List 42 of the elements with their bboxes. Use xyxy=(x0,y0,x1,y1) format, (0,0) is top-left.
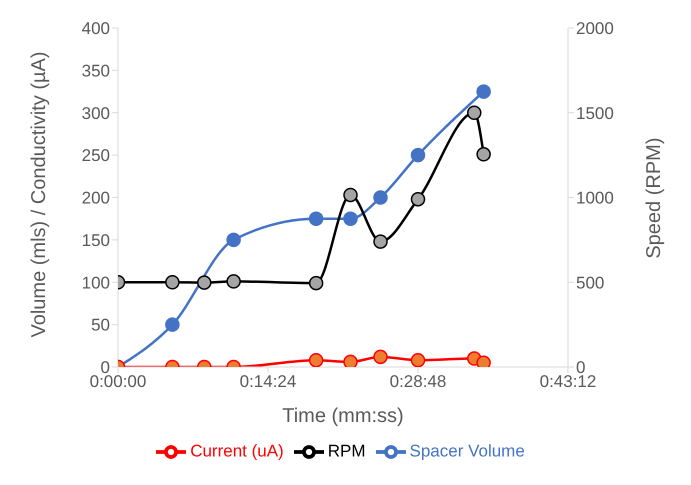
y-tick-label: 250 xyxy=(82,146,110,166)
point xyxy=(476,147,491,162)
y-tick-label: 50 xyxy=(91,316,110,335)
legend-label: RPM xyxy=(328,441,366,460)
y2-tick-label: 1000 xyxy=(576,188,614,208)
y-tick-label: 200 xyxy=(82,188,110,208)
point xyxy=(467,106,482,120)
legend-label: Spacer Volume xyxy=(410,441,525,460)
point xyxy=(165,275,180,290)
point xyxy=(410,192,426,206)
y-tick-label: 150 xyxy=(82,230,110,250)
point xyxy=(373,350,388,364)
point xyxy=(197,275,212,290)
point xyxy=(373,234,388,249)
point xyxy=(343,354,358,367)
y2-axis-title: Speed (RPM) xyxy=(643,138,666,259)
point xyxy=(308,211,324,226)
point xyxy=(343,188,358,202)
y-tick-label: 300 xyxy=(82,104,110,123)
y-axis-title: Volume (mls) / Conductivity (µA) xyxy=(28,51,50,338)
point xyxy=(165,317,180,332)
y-tick-label: 350 xyxy=(82,61,110,80)
y2-tick-label: 1500 xyxy=(576,104,614,123)
point xyxy=(226,274,241,289)
y2-tick-label: 2000 xyxy=(576,19,614,38)
point xyxy=(373,190,388,205)
point xyxy=(410,148,426,162)
x-tick-label: 0:14:24 xyxy=(240,372,296,392)
point xyxy=(308,276,324,290)
x-tick-label: 0:43:12 xyxy=(540,372,596,392)
point xyxy=(343,211,358,226)
y-tick-label: 100 xyxy=(82,273,110,292)
point xyxy=(226,232,241,248)
point xyxy=(410,352,426,367)
point xyxy=(476,84,491,99)
y-tick-label: 400 xyxy=(82,19,110,38)
x-tick-label: 0:00:00 xyxy=(90,372,146,392)
y2-tick-label: 500 xyxy=(576,273,604,292)
x-tick-label: 0:28:48 xyxy=(390,372,446,392)
legend-label: Current (uA) xyxy=(190,441,284,460)
x-axis-title: Time (mm:ss) xyxy=(282,405,404,427)
point xyxy=(308,352,324,367)
